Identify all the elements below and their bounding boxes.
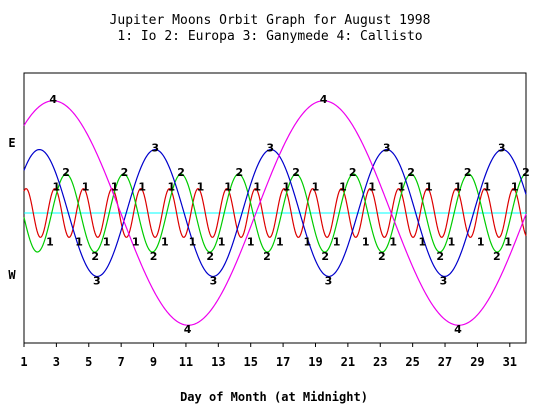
marker-io-max: 1 [138, 181, 146, 194]
marker-io-min: 1 [247, 235, 255, 248]
marker-ganymede-max: 3 [383, 142, 391, 155]
marker-europa-min: 2 [150, 250, 158, 263]
marker-europa-max: 2 [522, 166, 530, 179]
marker-europa-max: 2 [121, 166, 129, 179]
marker-io-min: 1 [276, 235, 284, 248]
x-tick-label: 25 [405, 355, 419, 369]
marker-ganymede-max: 3 [498, 142, 506, 155]
marker-europa-max: 2 [349, 166, 357, 179]
marker-europa-max: 2 [62, 166, 70, 179]
x-tick-label: 13 [211, 355, 225, 369]
marker-io-max: 1 [339, 181, 347, 194]
x-tick-label: 21 [341, 355, 355, 369]
marker-io-max: 1 [312, 181, 320, 194]
marker-europa-max: 2 [407, 166, 415, 179]
marker-ganymede-min: 3 [93, 274, 101, 287]
marker-io-max: 1 [397, 181, 405, 194]
marker-io-max: 1 [224, 181, 232, 194]
chart-title: Jupiter Moons Orbit Graph for August 199… [110, 13, 431, 28]
marker-europa-min: 2 [91, 250, 99, 263]
marker-europa-min: 2 [378, 250, 386, 263]
marker-europa-max: 2 [177, 166, 185, 179]
x-tick-label: 29 [470, 355, 484, 369]
x-tick-label: 3 [53, 355, 60, 369]
marker-europa-max: 2 [464, 166, 472, 179]
marker-io-min: 1 [304, 235, 312, 248]
marker-io-min: 1 [218, 235, 226, 248]
marker-io-max: 1 [454, 181, 462, 194]
marker-io-min: 1 [477, 235, 485, 248]
x-tick-label: 27 [438, 355, 452, 369]
marker-europa-min: 2 [206, 250, 214, 263]
marker-io-max: 1 [511, 181, 519, 194]
chart-subtitle: 1: Io 2: Europa 3: Ganymede 4: Callisto [117, 29, 422, 44]
marker-callisto-min: 4 [454, 323, 462, 336]
marker-io-min: 1 [75, 235, 83, 248]
x-tick-label: 1 [20, 355, 27, 369]
marker-ganymede-min: 3 [325, 274, 333, 287]
series-line-callisto [23, 100, 527, 326]
plot-area: 1 1 1 1 1 1 1 1 1 1 1 1 1 1 1 1 11 1 1 1 1 1 1 1 1 1 1 1 1 1 1 1 12 2 2 2 2 2… [23, 93, 530, 336]
x-axis: 1 3 5 7 9 11 13 15 17 19 21 23 25 27 29 31 [20, 343, 517, 369]
x-tick-label: 9 [150, 355, 157, 369]
marker-callisto-min: 4 [184, 323, 192, 336]
marker-ganymede-max: 3 [151, 142, 159, 155]
plot-frame [23, 72, 527, 344]
marker-io-min: 1 [103, 235, 111, 248]
marker-io-min: 1 [389, 235, 397, 248]
west-label: W [8, 268, 16, 282]
marker-io-min: 1 [46, 235, 54, 248]
marker-ganymede-min: 3 [210, 274, 218, 287]
marker-ganymede-max: 3 [266, 142, 274, 155]
marker-callisto-max: 4 [49, 93, 57, 106]
east-label: E [8, 136, 15, 150]
x-tick-label: 23 [373, 355, 387, 369]
marker-io-max: 1 [368, 181, 376, 194]
marker-ganymede-min: 3 [440, 274, 448, 287]
marker-io-min: 1 [333, 235, 341, 248]
series-line-europa [23, 173, 527, 253]
series-line-io [23, 187, 527, 239]
marker-io-max: 1 [425, 181, 433, 194]
marker-io-max: 1 [253, 181, 261, 194]
marker-io-min: 1 [161, 235, 169, 248]
x-tick-label: 15 [243, 355, 257, 369]
marker-io-min: 1 [419, 235, 427, 248]
marker-io-max: 1 [483, 181, 491, 194]
marker-europa-max: 2 [292, 166, 300, 179]
marker-callisto-max: 4 [320, 93, 328, 106]
x-tick-label: 5 [85, 355, 92, 369]
x-tick-label: 11 [179, 355, 193, 369]
marker-io-max: 1 [111, 181, 119, 194]
marker-io-min: 1 [504, 235, 512, 248]
x-tick-label: 7 [118, 355, 125, 369]
marker-io-max: 1 [82, 181, 90, 194]
marker-europa-max: 2 [236, 166, 244, 179]
marker-io-min: 1 [448, 235, 456, 248]
marker-io-max: 1 [283, 181, 291, 194]
series-line-ganymede [23, 148, 527, 278]
x-tick-label: 17 [276, 355, 290, 369]
marker-io-max: 1 [53, 181, 61, 194]
x-tick-label: 19 [308, 355, 322, 369]
marker-io-max: 1 [197, 181, 205, 194]
marker-europa-min: 2 [321, 250, 329, 263]
marker-io-max: 1 [168, 181, 176, 194]
marker-io-min: 1 [362, 235, 370, 248]
marker-io-min: 1 [132, 235, 140, 248]
marker-europa-min: 2 [263, 250, 271, 263]
marker-io-min: 1 [189, 235, 197, 248]
x-tick-label: 31 [503, 355, 517, 369]
x-axis-label: Day of Month (at Midnight) [180, 390, 368, 404]
marker-europa-min: 2 [436, 250, 444, 263]
marker-europa-min: 2 [493, 250, 501, 263]
